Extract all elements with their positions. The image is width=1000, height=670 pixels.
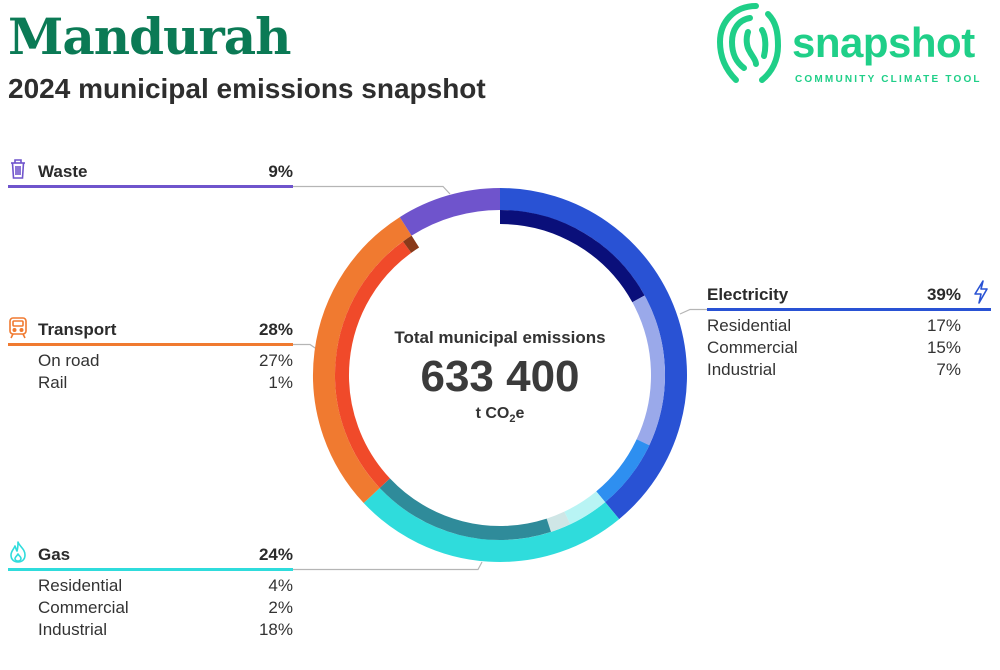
legend-waste-header: Waste 9% <box>8 159 293 188</box>
legend-transport-rail: Rail 1% <box>38 373 293 392</box>
legend-transport-subcategories: On road 27% Rail 1% <box>8 346 293 394</box>
inner-arc-electricity-commercial <box>632 295 665 446</box>
leader-line-transport <box>293 343 319 351</box>
outer-arc-electricity <box>499 188 687 520</box>
brand-name: snapshot <box>792 19 975 66</box>
inner-arc-electricity-residential <box>499 210 645 303</box>
inner-arc-gas-commercial <box>546 511 571 532</box>
legend-gas-name: Gas <box>38 545 71 564</box>
flame-icon <box>10 541 26 563</box>
brand-tagline: COMMUNITY CLIMATE TOOL <box>795 74 982 85</box>
legend-transport-name: Transport <box>38 320 117 339</box>
legend-gas: Gas 24% Residential 4% Commercial 2% Ind… <box>8 541 293 641</box>
legend-transport: Transport 28% On road 27% Rail 1% <box>8 317 293 394</box>
leader-line-waste <box>293 185 451 195</box>
inner-arc-electricity-industrial <box>596 439 650 503</box>
total-label: Total municipal emissions <box>394 328 606 347</box>
legend-transport-header: Transport 28% <box>8 317 293 346</box>
inner-arc-transport-rail <box>403 235 420 253</box>
legend-gas-subcategories: Residential 4% Commercial 2% Industrial … <box>8 571 293 641</box>
legend-gas-commercial: Commercial 2% <box>38 598 293 617</box>
legend-electricity-name: Electricity <box>707 285 789 304</box>
leader-line-gas <box>293 561 483 571</box>
inner-arc-transport-on-road <box>335 241 412 488</box>
chart-center: Total municipal emissions 633 400 t CO2e <box>380 326 620 429</box>
legend-transport-percent: 28% <box>258 320 293 339</box>
legend-gas-header: Gas 24% <box>8 541 293 571</box>
legend-electricity-residential: Residential 17% <box>707 316 961 335</box>
outer-arc-gas <box>363 487 620 562</box>
legend-gas-percent: 24% <box>258 545 293 564</box>
leader-line-electricity <box>679 308 707 315</box>
outer-arc-transport <box>313 217 412 504</box>
inner-arc-gas-industrial <box>379 478 551 540</box>
legend-electricity-commercial: Commercial 15% <box>707 338 961 357</box>
legend-electricity-industrial: Industrial 7% <box>707 360 961 379</box>
legend-gas-industrial: Industrial 18% <box>38 620 293 639</box>
legend-waste: Waste 9% <box>8 159 293 188</box>
outer-arc-waste <box>399 188 501 236</box>
legend-electricity-header: Electricity 39% <box>707 280 991 311</box>
legend-waste-percent: 9% <box>268 162 293 181</box>
legend-waste-name: Waste <box>38 162 88 181</box>
lightning-icon <box>974 280 988 304</box>
page-title: Mandurah <box>8 7 292 66</box>
total-unit: t CO2e <box>475 405 525 426</box>
legend-transport-on-road: On road 27% <box>38 351 293 370</box>
legend-gas-residential: Residential 4% <box>38 576 293 595</box>
total-value: 633 400 <box>420 352 580 401</box>
fingerprint-logo-icon <box>716 3 782 83</box>
brand-logo: snapshot COMMUNITY CLIMATE TOOL <box>712 0 1000 92</box>
train-icon <box>9 317 27 339</box>
bin-icon <box>11 159 25 179</box>
legend-electricity: Electricity 39% Residential 17% Commerci… <box>707 280 991 381</box>
inner-arc-gas-residential <box>564 491 606 525</box>
legend-electricity-percent: 39% <box>926 285 961 304</box>
page-subtitle: 2024 municipal emissions snapshot <box>8 73 486 104</box>
legend-electricity-subcategories: Residential 17% Commercial 15% Industria… <box>707 311 991 381</box>
